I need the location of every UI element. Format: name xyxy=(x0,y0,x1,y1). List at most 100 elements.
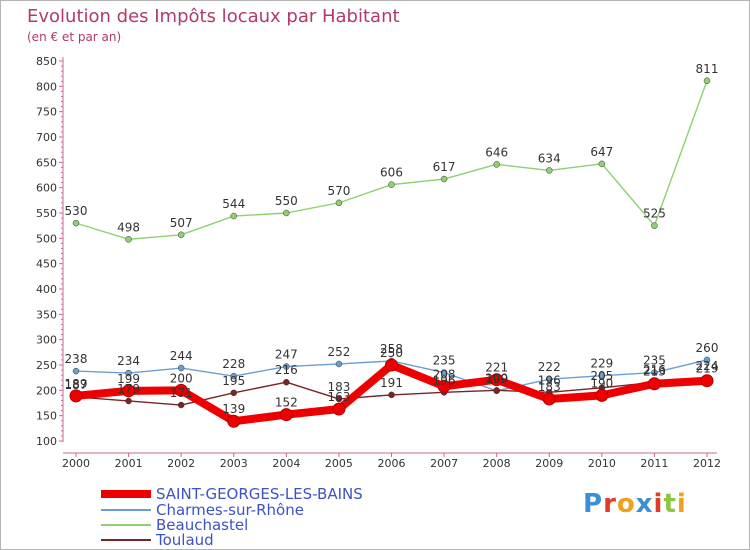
x-tick-label: 2006 xyxy=(378,457,406,470)
legend-swatch xyxy=(101,490,151,498)
data-label-charmes-sur-rh-ne: 228 xyxy=(222,357,245,371)
data-label-beauchastel: 647 xyxy=(590,145,613,159)
y-tick-label: 150 xyxy=(36,410,57,423)
data-point-saint-georges-les-bains xyxy=(437,379,451,393)
x-tick-label: 2002 xyxy=(167,457,195,470)
data-label-toulaud: 183 xyxy=(327,380,350,394)
data-point-toulaud xyxy=(230,389,237,397)
data-point-toulaud xyxy=(283,378,290,386)
data-label-saint-georges-les-bains: 183 xyxy=(538,380,561,394)
data-label-toulaud: 191 xyxy=(380,376,403,390)
data-point-beauchastel xyxy=(283,209,290,217)
data-label-saint-georges-les-bains: 250 xyxy=(380,346,403,360)
data-point-saint-georges-les-bains xyxy=(227,414,241,428)
x-tick-label: 2010 xyxy=(588,457,616,470)
data-label-beauchastel: 550 xyxy=(275,194,298,208)
y-tick-label: 200 xyxy=(36,384,57,397)
data-label-beauchastel: 525 xyxy=(643,207,666,221)
data-point-charmes-sur-rh-ne xyxy=(703,356,711,364)
y-tick-label: 650 xyxy=(36,156,57,169)
y-tick-label: 800 xyxy=(36,80,57,93)
x-tick-label: 2004 xyxy=(272,457,300,470)
data-label-saint-georges-les-bains: 189 xyxy=(65,377,88,391)
data-label-beauchastel: 498 xyxy=(117,220,140,234)
y-tick-label: 750 xyxy=(36,106,57,119)
data-label-toulaud: 196 xyxy=(538,373,561,387)
proxiti-logo: Proxiti xyxy=(583,489,687,519)
data-label-charmes-sur-rh-ne: 238 xyxy=(65,352,88,366)
data-label-charmes-sur-rh-ne: 199 xyxy=(485,372,508,386)
y-tick-label: 700 xyxy=(36,131,57,144)
data-point-beauchastel xyxy=(72,219,80,227)
x-tick-label: 2001 xyxy=(115,457,143,470)
data-point-charmes-sur-rh-ne xyxy=(335,360,343,368)
data-point-charmes-sur-rh-ne xyxy=(230,372,237,380)
y-tick-label: 400 xyxy=(36,283,57,296)
y-tick-label: 550 xyxy=(36,207,57,220)
data-point-beauchastel xyxy=(177,231,185,239)
data-label-charmes-sur-rh-ne: 260 xyxy=(696,341,719,355)
legend-label: Charmes-sur-Rhône xyxy=(156,501,304,519)
data-point-saint-georges-les-bains xyxy=(122,384,136,398)
y-tick-label: 500 xyxy=(36,232,57,245)
data-point-beauchastel xyxy=(440,175,448,183)
data-label-charmes-sur-rh-ne: 229 xyxy=(590,357,613,371)
data-point-saint-georges-les-bains xyxy=(490,373,504,387)
data-label-toulaud: 216 xyxy=(275,363,298,377)
data-point-beauchastel xyxy=(703,77,711,85)
data-point-charmes-sur-rh-ne xyxy=(598,372,606,379)
data-point-beauchastel xyxy=(493,161,500,168)
legend-label: Toulaud xyxy=(156,531,214,549)
y-tick-label: 450 xyxy=(36,258,57,271)
x-tick-label: 2000 xyxy=(62,457,90,470)
data-point-saint-georges-les-bains xyxy=(595,388,609,402)
data-label-toulaud: 224 xyxy=(696,359,719,373)
x-tick-label: 2003 xyxy=(220,457,248,470)
data-label-beauchastel: 617 xyxy=(433,160,456,174)
chart-subtitle: (en € et par an) xyxy=(27,30,122,44)
data-point-toulaud xyxy=(493,387,500,394)
data-label-saint-georges-les-bains: 199 xyxy=(117,372,140,386)
data-point-saint-georges-les-bains xyxy=(385,358,398,372)
data-label-saint-georges-les-bains: 221 xyxy=(485,361,508,375)
legend-swatch xyxy=(101,524,151,526)
data-label-charmes-sur-rh-ne: 244 xyxy=(170,349,193,363)
data-point-saint-georges-les-bains xyxy=(69,389,83,403)
data-label-toulaud: 171 xyxy=(170,386,193,400)
data-point-beauchastel xyxy=(546,167,553,174)
legend-label: SAINT-GEORGES-LES-BAINS xyxy=(156,485,363,503)
y-tick-label: 300 xyxy=(36,334,57,347)
data-label-toulaud: 196 xyxy=(433,373,456,387)
data-point-toulaud xyxy=(335,395,343,403)
data-point-saint-georges-les-bains xyxy=(332,402,346,416)
data-label-beauchastel: 646 xyxy=(485,145,508,159)
data-label-saint-georges-les-bains: 139 xyxy=(222,402,245,416)
data-label-beauchastel: 606 xyxy=(380,166,403,180)
data-label-saint-georges-les-bains: 152 xyxy=(275,396,298,410)
x-tick-label: 2005 xyxy=(325,457,353,470)
y-tick-label: 350 xyxy=(36,308,57,321)
data-point-saint-georges-les-bains xyxy=(647,377,661,391)
data-label-charmes-sur-rh-ne: 222 xyxy=(538,360,561,374)
data-label-toulaud: 179 xyxy=(117,382,140,396)
data-label-beauchastel: 811 xyxy=(696,62,719,76)
data-label-saint-georges-les-bains: 213 xyxy=(643,365,666,379)
data-point-beauchastel xyxy=(335,199,343,207)
y-tick-label: 850 xyxy=(36,55,57,68)
data-point-toulaud xyxy=(388,391,395,399)
data-label-charmes-sur-rh-ne: 258 xyxy=(380,342,403,356)
data-point-charmes-sur-rh-ne xyxy=(283,363,290,370)
data-label-charmes-sur-rh-ne: 252 xyxy=(327,345,350,359)
data-label-saint-georges-les-bains: 163 xyxy=(327,390,350,404)
x-tick-label: 2007 xyxy=(430,457,458,470)
data-point-toulaud xyxy=(177,401,185,409)
data-label-saint-georges-les-bains: 200 xyxy=(170,371,193,385)
data-point-charmes-sur-rh-ne xyxy=(177,364,185,372)
data-point-beauchastel xyxy=(388,181,395,188)
data-label-toulaud: 205 xyxy=(590,369,613,383)
data-point-charmes-sur-rh-ne xyxy=(440,369,448,376)
data-point-charmes-sur-rh-ne xyxy=(651,369,658,376)
data-label-charmes-sur-rh-ne: 234 xyxy=(117,354,140,368)
